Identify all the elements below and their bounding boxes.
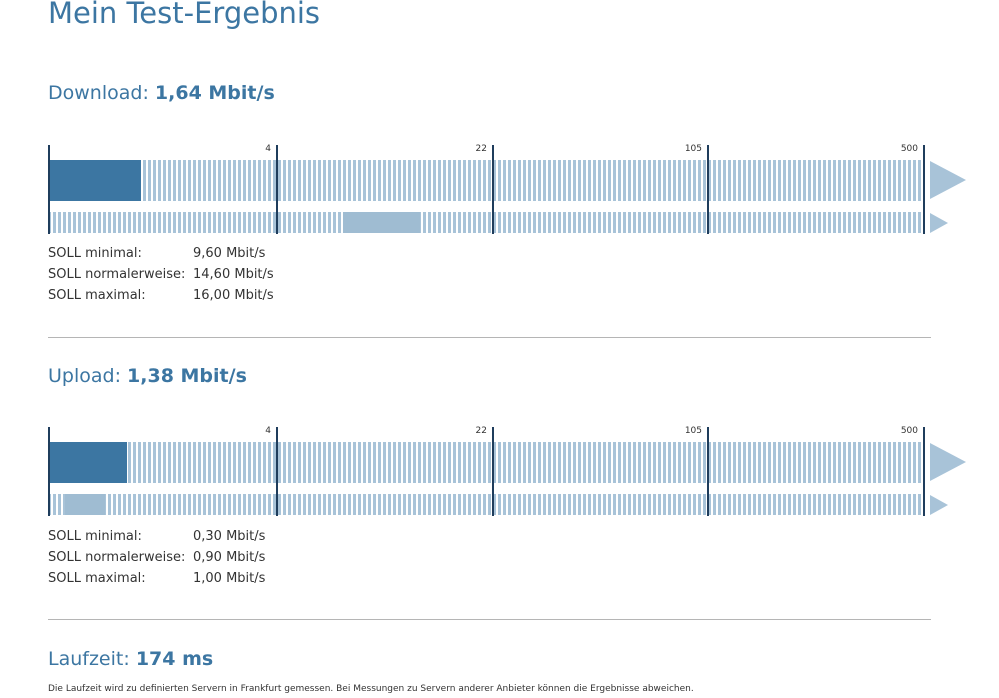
soll-value: 0,30 Mbit/s (193, 529, 266, 544)
tick-label: 500 (900, 144, 918, 154)
download-heading: Download: 1,64 Mbit/s (48, 82, 275, 104)
section-divider (48, 619, 931, 620)
tick-label: 22 (475, 426, 487, 436)
soll-value: 9,60 Mbit/s (193, 246, 266, 261)
arrow-right-icon (930, 443, 966, 481)
upload-meter: 4 22 105 500 (48, 426, 968, 516)
scale-start-line (48, 145, 50, 234)
upload-soll-table: SOLL minimal: 0,30 Mbit/s SOLL normalerwe… (48, 526, 265, 589)
soll-label: SOLL minimal: (48, 246, 142, 261)
download-label: Download: (48, 82, 149, 104)
tick-line-105 (707, 145, 709, 234)
arrow-right-icon (930, 213, 948, 233)
download-soll-track (48, 212, 923, 233)
download-soll-table: SOLL minimal: 9,60 Mbit/s SOLL normalerwe… (48, 243, 274, 306)
latency-value: 174 ms (135, 648, 214, 670)
soll-row: SOLL minimal: 0,30 Mbit/s (48, 526, 265, 547)
tick-label: 105 (684, 426, 702, 436)
tick-label: 105 (684, 144, 702, 154)
arrow-right-icon (930, 495, 948, 515)
soll-row: SOLL normalerweise: 14,60 Mbit/s (48, 264, 274, 285)
soll-label: SOLL normalerweise: (48, 267, 186, 282)
upload-soll-range (65, 494, 105, 515)
soll-row: SOLL maximal: 1,00 Mbit/s (48, 568, 265, 589)
tick-line-4 (276, 145, 278, 234)
soll-row: SOLL normalerweise: 0,90 Mbit/s (48, 547, 265, 568)
tick-line-500 (923, 145, 925, 234)
download-meter: 4 22 105 500 (48, 144, 968, 234)
tick-label: 500 (900, 426, 918, 436)
upload-heading: Upload: 1,38 Mbit/s (48, 365, 247, 387)
scale-start-line (48, 427, 50, 516)
tick-label: 4 (265, 144, 271, 154)
tick-label: 22 (475, 144, 487, 154)
soll-label: SOLL maximal: (48, 288, 146, 303)
upload-measured-fill (48, 442, 127, 483)
soll-value: 1,00 Mbit/s (193, 571, 266, 586)
soll-row: SOLL minimal: 9,60 Mbit/s (48, 243, 274, 264)
tick-line-22 (492, 145, 494, 234)
latency-label: Laufzeit: (48, 648, 130, 670)
download-value: 1,64 Mbit/s (154, 82, 275, 104)
tick-line-500 (923, 427, 925, 516)
soll-value: 16,00 Mbit/s (193, 288, 274, 303)
page-title: Mein Test-Ergebnis (48, 0, 321, 30)
tick-line-105 (707, 427, 709, 516)
soll-label: SOLL normalerweise: (48, 550, 186, 565)
upload-label: Upload: (48, 365, 121, 387)
soll-value: 14,60 Mbit/s (193, 267, 274, 282)
download-measured-fill (48, 160, 142, 201)
soll-value: 0,90 Mbit/s (193, 550, 266, 565)
download-speed-track (48, 160, 923, 201)
tick-label: 4 (265, 426, 271, 436)
upload-value: 1,38 Mbit/s (127, 365, 247, 387)
tick-line-22 (492, 427, 494, 516)
upload-speed-track (48, 442, 923, 483)
soll-label: SOLL maximal: (48, 571, 146, 586)
latency-heading: Laufzeit: 174 ms (48, 648, 213, 670)
upload-soll-track (48, 494, 923, 515)
download-soll-range (343, 212, 420, 233)
tick-line-4 (276, 427, 278, 516)
arrow-right-icon (930, 161, 966, 199)
footnote: Die Laufzeit wird zu definierten Servern… (48, 684, 694, 694)
section-divider (48, 337, 931, 338)
soll-label: SOLL minimal: (48, 529, 142, 544)
soll-row: SOLL maximal: 16,00 Mbit/s (48, 285, 274, 306)
